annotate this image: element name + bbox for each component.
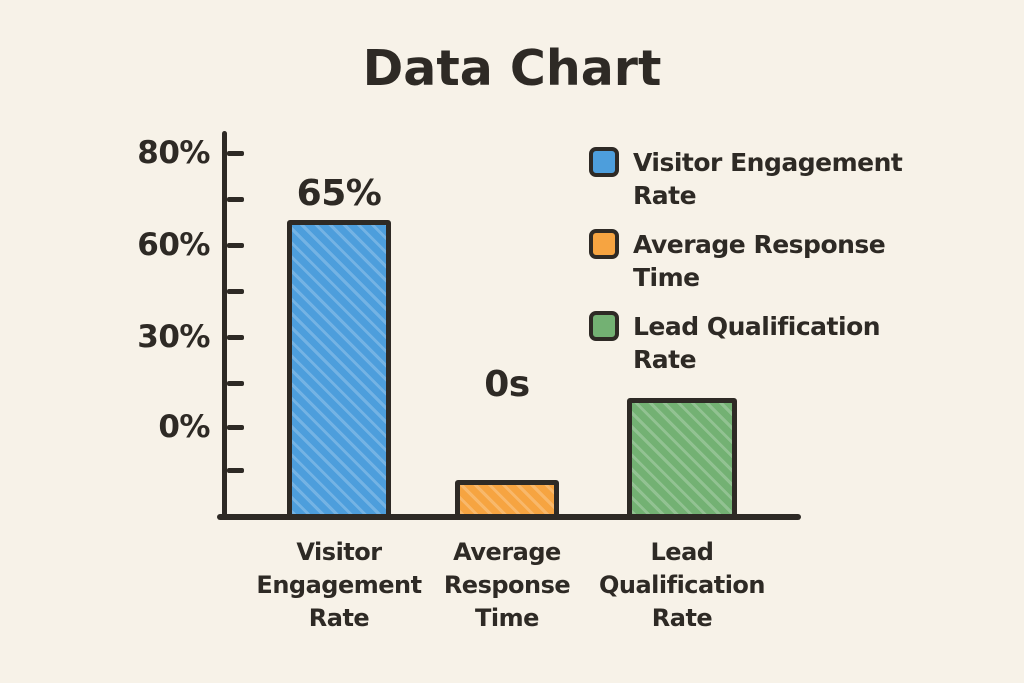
bar-value-label: 65% bbox=[296, 173, 382, 214]
legend-item: Lead Qualification Rate bbox=[589, 310, 881, 376]
legend-item-label: Average Response Time bbox=[633, 230, 886, 292]
legend-item: Visitor Engagement Rate bbox=[589, 146, 903, 212]
legend-item-label: Lead Qualification Rate bbox=[633, 312, 881, 374]
y-tick bbox=[227, 151, 244, 156]
bar-3 bbox=[627, 398, 737, 519]
x-axis-label: Average Response Time bbox=[443, 538, 571, 632]
y-tick bbox=[227, 243, 244, 248]
x-axis-label: Lead Qualification Rate bbox=[599, 538, 766, 632]
x-axis-label: Visitor Engagement Rate bbox=[256, 538, 422, 632]
bar-value-label: 0s bbox=[484, 364, 530, 405]
bar-texture bbox=[632, 403, 732, 514]
y-tick bbox=[227, 425, 244, 430]
legend-swatch-icon bbox=[589, 147, 619, 177]
y-tick bbox=[227, 289, 244, 294]
bar-texture bbox=[292, 225, 386, 514]
x-axis-line bbox=[217, 514, 801, 520]
y-tick-label: 80% bbox=[137, 135, 210, 171]
y-tick-label: 60% bbox=[137, 227, 210, 263]
y-tick-label: 30% bbox=[137, 319, 210, 355]
legend-item-label: Visitor Engagement Rate bbox=[633, 148, 903, 210]
y-tick bbox=[227, 197, 244, 202]
legend-item: Average Response Time bbox=[589, 228, 886, 294]
chart-title: Data Chart bbox=[362, 40, 662, 97]
bar-1 bbox=[287, 220, 391, 519]
y-tick bbox=[227, 468, 244, 473]
legend-swatch-icon bbox=[589, 311, 619, 341]
y-tick-label: 0% bbox=[158, 409, 210, 445]
y-axis-line bbox=[222, 131, 227, 520]
y-tick bbox=[227, 335, 244, 340]
bar-texture bbox=[460, 485, 554, 514]
y-tick bbox=[227, 381, 244, 386]
legend-swatch-icon bbox=[589, 229, 619, 259]
